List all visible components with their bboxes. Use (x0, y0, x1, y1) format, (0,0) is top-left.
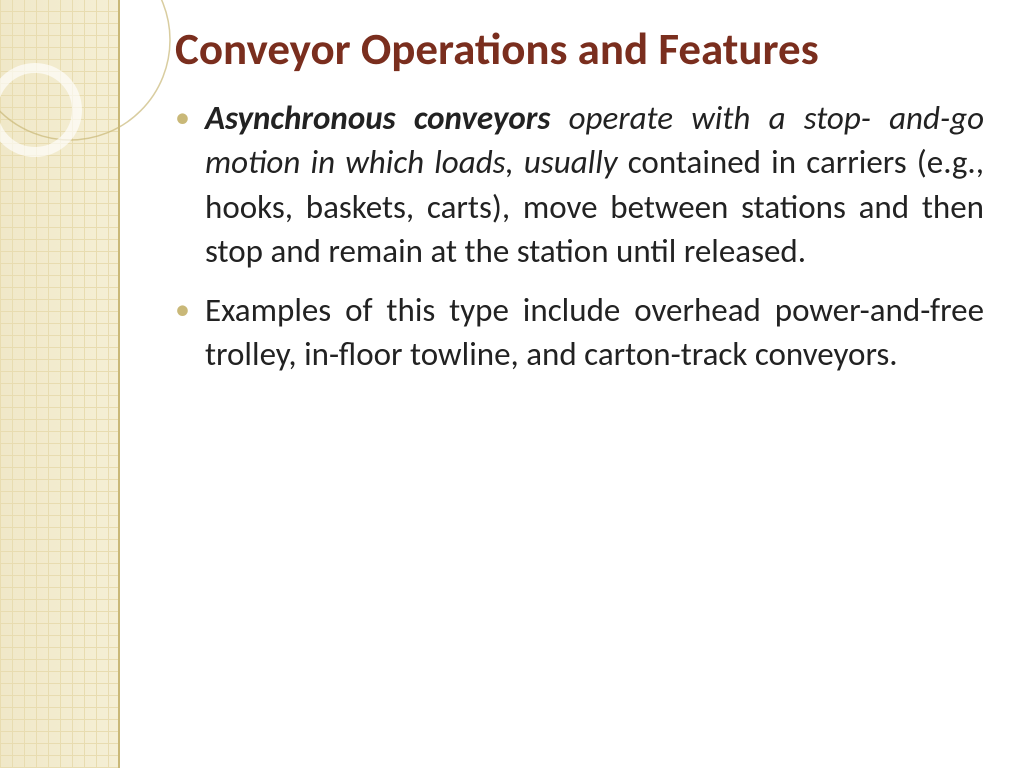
bullet-list: Asynchronous conveyors operate with a st… (175, 96, 984, 377)
bullet-bold-italic: Asynchronous conveyors (205, 98, 550, 138)
bullet-item: Examples of this type include overhead p… (205, 288, 984, 377)
slide-title: Conveyor Operations and Features (175, 24, 984, 76)
bullet-item: Asynchronous conveyors operate with a st… (205, 96, 984, 274)
sidebar-pattern (0, 0, 120, 768)
slide-content: Conveyor Operations and Features Asynchr… (175, 24, 984, 391)
bullet-plain: Examples of this type include overhead p… (205, 290, 984, 375)
